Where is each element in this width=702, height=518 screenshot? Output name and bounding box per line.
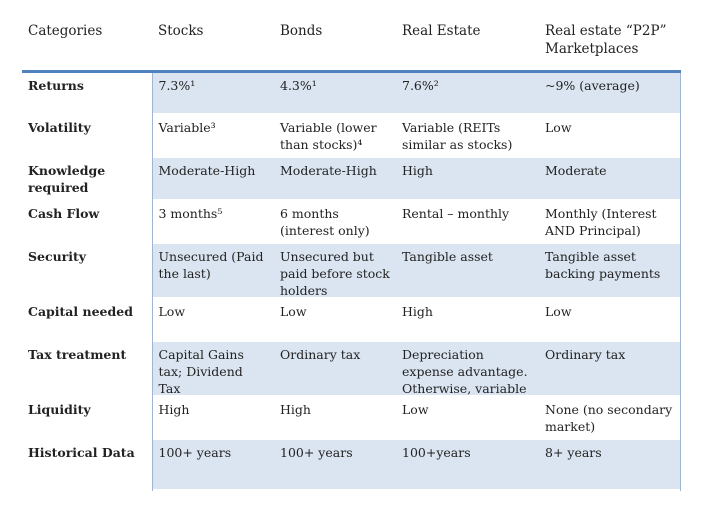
cell-real-estate: Depreciation expense advantage. Otherwis… <box>396 341 539 397</box>
header-bonds: Bonds <box>274 18 396 73</box>
cell-bonds: Variable (lower than stocks)⁴ <box>274 114 396 158</box>
cell-real-estate: Rental – monthly <box>396 200 539 244</box>
table-row-liquidity: Liquidity High High Low None (no seconda… <box>22 396 681 440</box>
table-row-returns: Returns 7.3%¹ 4.3%¹ 7.6%² ~9% (average) <box>22 71 681 115</box>
table-row-security: Security Unsecured (Paid the last) Unsec… <box>22 243 681 299</box>
row-category: Returns <box>28 78 84 93</box>
cell-real-estate: 100+years <box>396 439 539 491</box>
cell-p2p: Moderate <box>539 157 681 201</box>
row-category: Liquidity <box>28 401 91 417</box>
cell-stocks: 100+ years <box>151 439 274 491</box>
cell-bonds: 4.3%¹ <box>274 71 396 115</box>
row-category: Cash Flow <box>28 205 100 221</box>
cell-p2p: ~9% (average) <box>539 71 681 115</box>
cell-stocks: Moderate-High <box>151 157 274 201</box>
cell-p2p: Ordinary tax <box>539 341 681 397</box>
row-category: Volatility <box>28 119 91 135</box>
table-row-volatility: Volatility Variable³ Variable (lower tha… <box>22 114 681 158</box>
cell-stocks: Variable³ <box>151 114 274 158</box>
cell-real-estate: 7.6%² <box>396 71 539 115</box>
cell-bonds: Ordinary tax <box>274 341 396 397</box>
cell-stocks: 3 months⁵ <box>151 200 274 244</box>
table-row-cash-flow: Cash Flow 3 months⁵ 6 months (interest o… <box>22 200 681 244</box>
cell-real-estate: Tangible asset <box>396 243 539 299</box>
cell-p2p: Monthly (Interest AND Principal) <box>539 200 681 244</box>
cell-real-estate: Variable (REITs similar as stocks) <box>396 114 539 158</box>
table-row-knowledge: Knowledge required Moderate-High Moderat… <box>22 157 681 201</box>
cell-real-estate: Low <box>396 396 539 440</box>
cell-stocks: High <box>151 396 274 440</box>
cell-real-estate: High <box>396 157 539 201</box>
header-real-estate: Real Estate <box>396 18 539 73</box>
cell-stocks: Capital Gains tax; Dividend Tax <box>151 341 274 397</box>
cell-p2p: 8+ years <box>539 439 681 491</box>
cell-bonds: 100+ years <box>274 439 396 491</box>
table-row-tax: Tax treatment Capital Gains tax; Dividen… <box>22 341 681 397</box>
table-row-capital: Capital needed Low Low High Low <box>22 298 681 342</box>
table-body: Returns 7.3%¹ 4.3%¹ 7.6%² ~9% (average) … <box>22 71 681 491</box>
table-row-historical: Historical Data 100+ years 100+ years 10… <box>22 439 681 491</box>
cell-bonds: High <box>274 396 396 440</box>
comparison-table: Categories Stocks Bonds Real Estate Real… <box>22 18 681 491</box>
row-category: Historical Data <box>28 444 135 460</box>
row-category: Tax treatment <box>28 346 127 362</box>
cell-bonds: 6 months (interest only) <box>274 200 396 244</box>
header-stocks: Stocks <box>152 18 274 73</box>
cell-bonds: Low <box>274 298 396 342</box>
cell-stocks: Unsecured (Paid the last) <box>151 243 274 299</box>
cell-stocks: Low <box>151 298 274 342</box>
header-categories: Categories <box>22 18 152 73</box>
row-category: Capital needed <box>28 303 133 319</box>
cell-real-estate: High <box>396 298 539 342</box>
cell-bonds: Unsecured but paid before stock holders <box>274 243 396 299</box>
cell-stocks: 7.3%¹ <box>151 71 274 115</box>
row-category: Knowledge required <box>28 162 106 195</box>
table-header: Categories Stocks Bonds Real Estate Real… <box>22 18 680 73</box>
cell-bonds: Moderate-High <box>274 157 396 201</box>
header-p2p-marketplaces: Real estate “P2P” Marketplaces <box>539 18 680 73</box>
cell-p2p: Low <box>539 114 681 158</box>
cell-p2p: Tangible asset backing payments <box>539 243 681 299</box>
cell-p2p: None (no secondary market) <box>539 396 681 440</box>
cell-p2p: Low <box>539 298 681 342</box>
row-category: Security <box>28 248 87 264</box>
header-row: Categories Stocks Bonds Real Estate Real… <box>22 18 680 73</box>
